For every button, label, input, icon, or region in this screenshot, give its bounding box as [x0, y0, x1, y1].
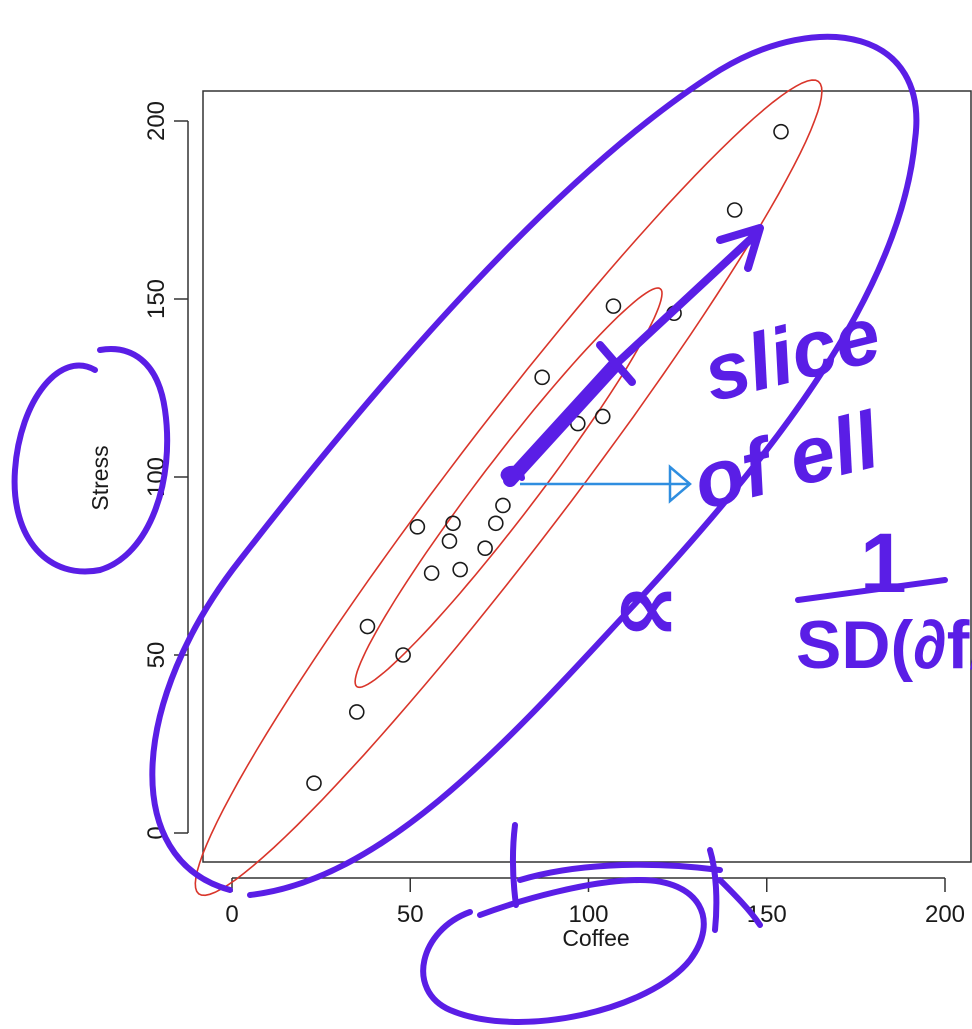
- y-tick-label: 150: [143, 279, 170, 319]
- data-point: [495, 497, 511, 514]
- data-point: [605, 298, 622, 314]
- data-point: [726, 202, 743, 218]
- x-tick-label: 50: [397, 901, 424, 928]
- ink-numerator: 1: [860, 516, 907, 610]
- ink-denominator: SD(∂f/∂: [796, 607, 972, 683]
- data-point: [348, 704, 365, 720]
- ink-major-axis-arrow: [503, 358, 622, 487]
- x-axis: 0 50 100 150 200: [225, 877, 965, 928]
- x-tick-label: 0: [225, 901, 238, 928]
- inner-ellipse: [354, 287, 663, 689]
- data-point: [441, 533, 458, 549]
- data-point: [594, 408, 611, 425]
- data-point: [773, 123, 789, 140]
- plot-frame: [202, 90, 972, 863]
- blue-direction-arrow: [520, 464, 692, 504]
- data-point: [306, 775, 322, 791]
- ink-major-axis-arrow-ext: [596, 224, 764, 386]
- data-point: [359, 618, 376, 635]
- ink-circle-stress: [11, 346, 171, 575]
- data-point: [445, 515, 461, 532]
- data-point: [534, 369, 550, 386]
- ink-x-marker: [509, 822, 763, 933]
- y-tick-label: 50: [143, 642, 170, 669]
- x-tick-label: 200: [925, 901, 965, 928]
- ink-proportional-sign: ∝: [612, 554, 680, 661]
- outer-ellipse: [194, 79, 823, 897]
- y-tick-label: 200: [143, 101, 170, 141]
- data-point: [477, 540, 493, 557]
- y-axis-title: Stress: [87, 445, 113, 510]
- data-point: [488, 515, 504, 532]
- data-point: [452, 561, 468, 578]
- data-point: [395, 647, 411, 663]
- confidence-ellipses: [194, 79, 823, 897]
- ink-fraction-bar: [795, 577, 948, 603]
- ink-circle-coffee: [420, 877, 707, 1025]
- data-point: [409, 519, 426, 535]
- data-point: [423, 565, 440, 581]
- x-axis-title: Coffee: [562, 925, 629, 951]
- large-ink-ellipse: [149, 33, 920, 898]
- x-tick-label: 100: [568, 901, 608, 928]
- ink-loop: [500, 465, 525, 481]
